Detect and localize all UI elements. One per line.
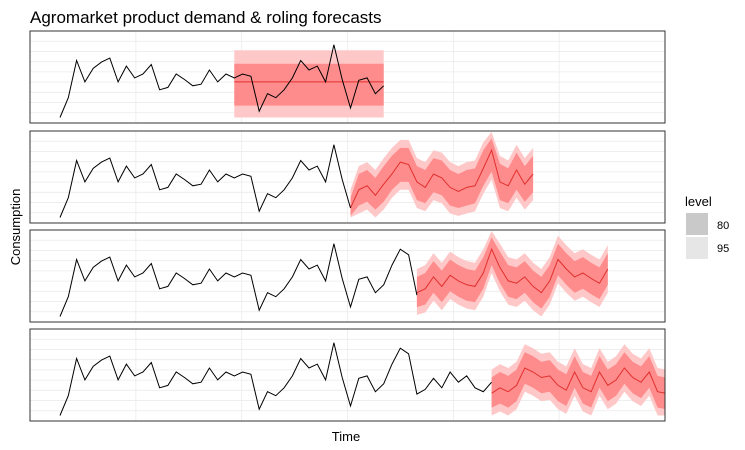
actual-line — [59, 144, 351, 218]
panel-border — [29, 130, 666, 224]
panel-border — [29, 229, 666, 323]
forecast-line — [416, 247, 609, 294]
panel-2 — [29, 130, 666, 224]
band-80 — [416, 237, 608, 309]
chart-title: Agromarket product demand & roling forec… — [30, 8, 382, 27]
legend-swatch-80 — [686, 213, 708, 235]
panel-1 — [29, 30, 666, 124]
forecast-line — [350, 148, 534, 209]
x-axis-title: Time — [332, 429, 360, 444]
y-axis-title: Consumption — [8, 189, 23, 266]
legend-label-95: 95 — [717, 243, 729, 255]
panel-4 — [29, 328, 666, 422]
legend-label-80: 80 — [717, 220, 729, 232]
actual-line — [59, 44, 385, 118]
forecast-line — [491, 367, 665, 394]
legend: level 80 95 — [685, 194, 729, 259]
legend-swatch-95 — [686, 237, 708, 259]
band-80 — [491, 352, 665, 410]
band-80 — [350, 138, 534, 216]
legend-title: level — [685, 194, 712, 209]
actual-line — [59, 243, 418, 317]
panel-border — [29, 328, 666, 422]
panel-border — [29, 30, 666, 124]
panel-grid — [30, 131, 665, 223]
panel-3 — [29, 229, 666, 323]
panels — [29, 30, 666, 422]
actual-line — [59, 342, 492, 416]
